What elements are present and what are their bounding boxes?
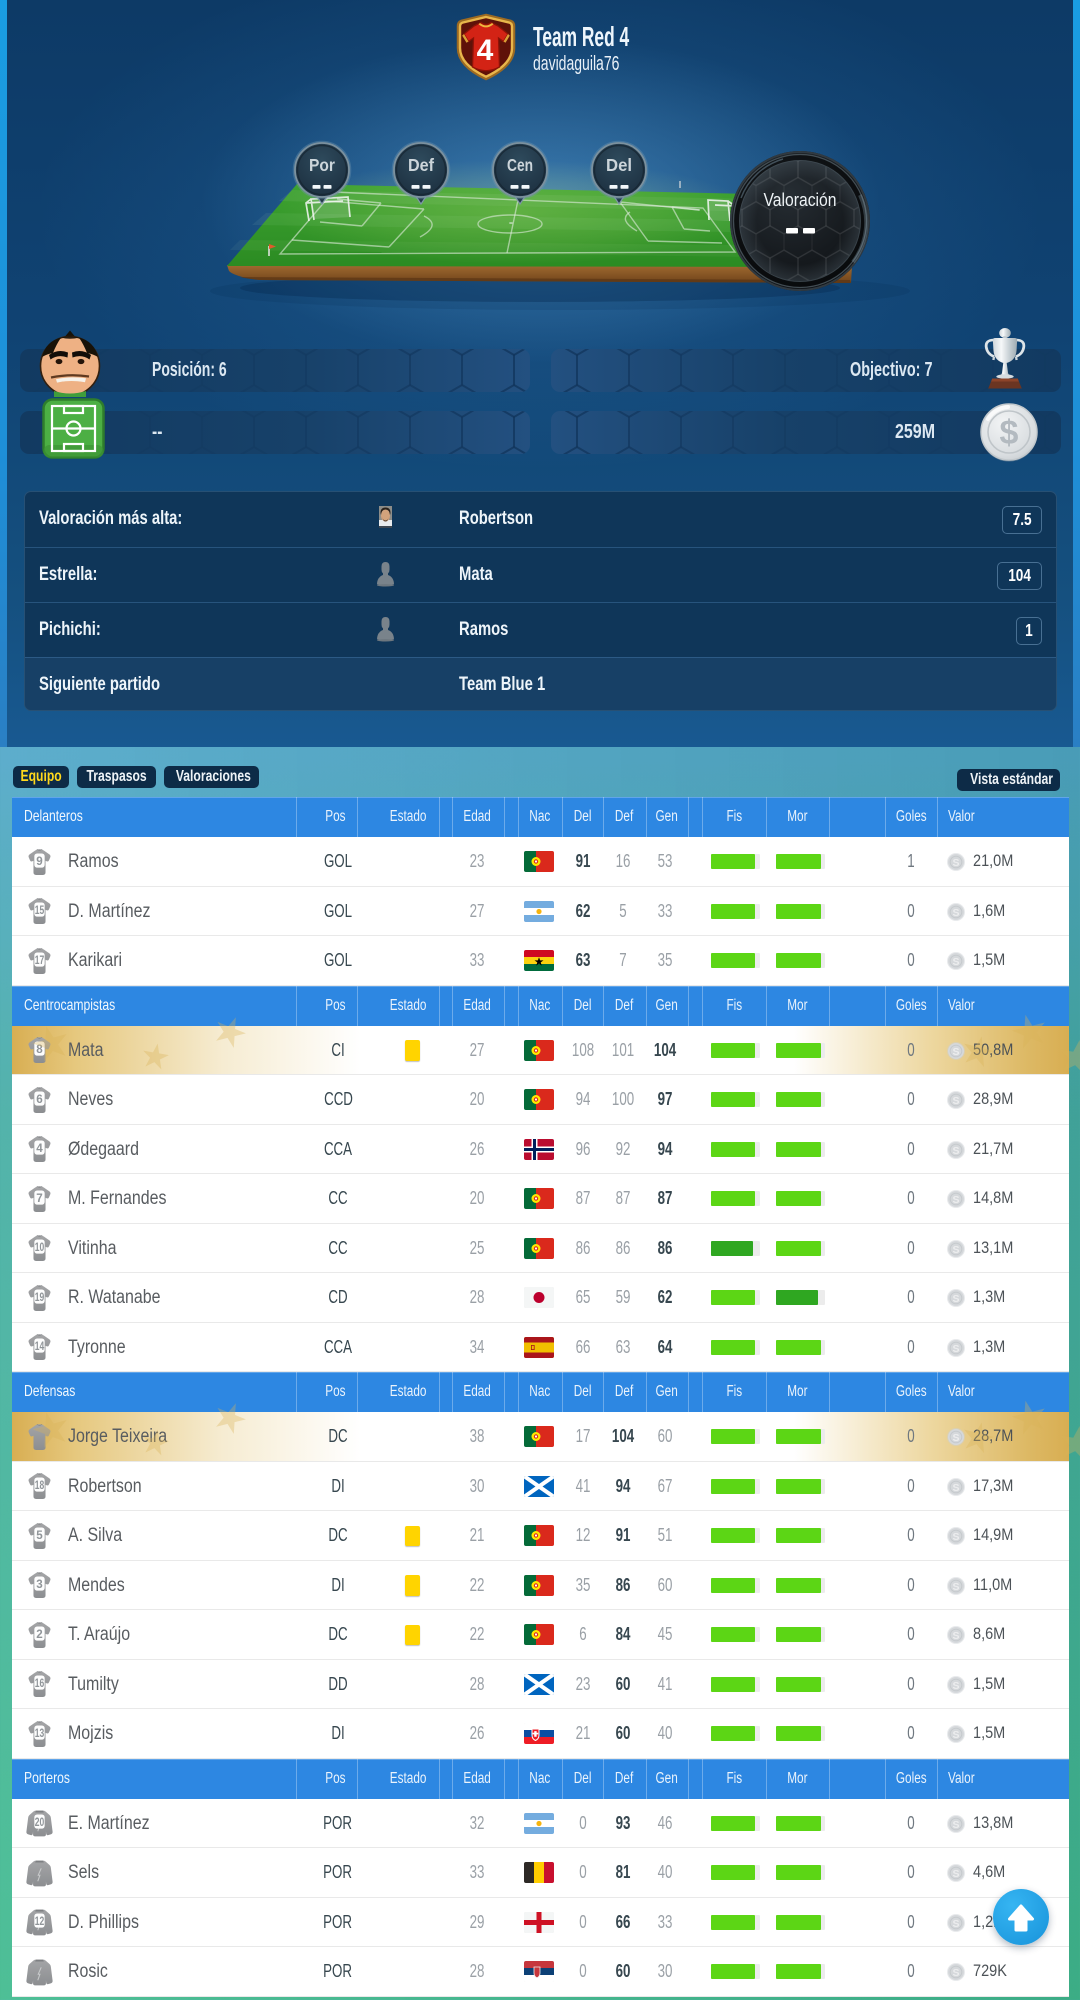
svg-text:13: 13	[35, 1725, 45, 1739]
svg-text:Por: Por	[309, 155, 335, 175]
svg-text:Valoración: Valoración	[764, 190, 837, 210]
svg-text:5: 5	[36, 1527, 43, 1541]
svg-text:2: 2	[36, 1626, 43, 1640]
svg-text:6: 6	[36, 1091, 43, 1105]
svg-text:14: 14	[35, 1339, 45, 1353]
svg-text:18: 18	[35, 1478, 45, 1492]
svg-text:9: 9	[36, 853, 43, 867]
svg-text:$: $	[1000, 414, 1019, 452]
svg-text:Def: Def	[408, 155, 434, 175]
svg-text:20: 20	[35, 1815, 45, 1829]
svg-text:17: 17	[35, 952, 45, 966]
svg-text:4: 4	[36, 1141, 43, 1155]
svg-text:4: 4	[477, 34, 494, 67]
svg-text:10: 10	[35, 1240, 45, 1254]
svg-text:Del: Del	[606, 155, 632, 175]
svg-text:16: 16	[35, 1676, 45, 1690]
svg-text:7: 7	[36, 1190, 43, 1204]
svg-text:8: 8	[36, 1042, 43, 1056]
svg-text:3: 3	[36, 1577, 43, 1591]
svg-text:Cen: Cen	[507, 155, 533, 175]
svg-text:15: 15	[35, 903, 45, 917]
svg-text:12: 12	[35, 1914, 45, 1928]
svg-text:19: 19	[35, 1289, 45, 1303]
